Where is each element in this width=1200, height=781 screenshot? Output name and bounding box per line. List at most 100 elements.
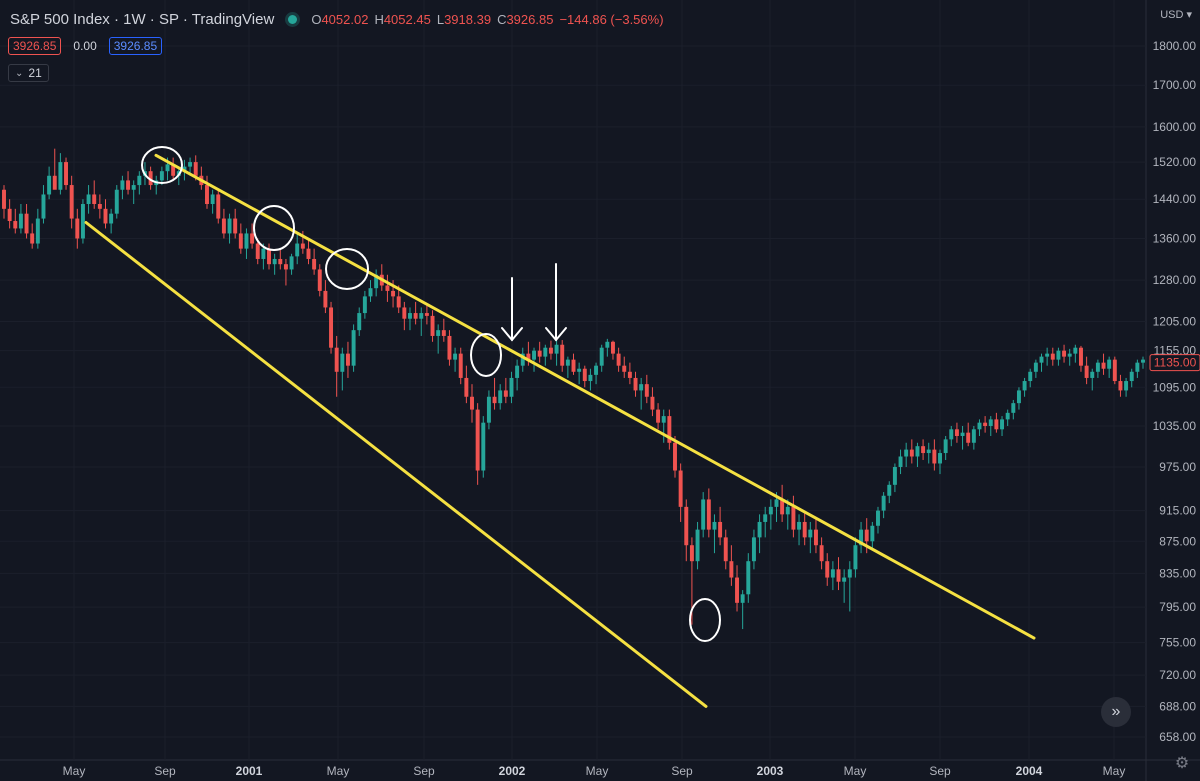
y-tick-label: 795.00 <box>1159 600 1196 614</box>
candle-body <box>357 313 362 331</box>
candle-body <box>159 171 164 181</box>
x-tick-label: 2003 <box>757 764 784 778</box>
candle-body <box>1073 347 1078 354</box>
candle-body <box>492 396 497 404</box>
candle-body <box>751 537 756 562</box>
currency-label: USD <box>1160 8 1184 21</box>
scroll-to-realtime-button[interactable]: » <box>1101 697 1131 727</box>
candle-body <box>588 374 593 382</box>
candle-body <box>842 577 847 582</box>
currency-selector[interactable]: USD ▾ <box>1160 8 1192 22</box>
ohlc-readout: O4052.02 H4052.45 L3918.39 C3926.85 −144… <box>311 12 663 27</box>
y-tick-label: 1700.00 <box>1153 78 1197 92</box>
candle-body <box>424 313 429 316</box>
price-axis-panel <box>1146 0 1200 781</box>
candle-body <box>137 175 142 186</box>
hand-drawn-arrow-head <box>545 327 567 342</box>
candle-body <box>391 290 396 297</box>
candle-body <box>374 274 379 289</box>
candle-body <box>610 341 615 354</box>
candle-body <box>255 243 260 259</box>
candle-body <box>701 499 706 530</box>
candle-body <box>543 347 548 357</box>
candle-body <box>673 442 677 471</box>
candle-body <box>481 422 486 471</box>
plot-background <box>0 0 1146 760</box>
candle-body <box>859 529 864 546</box>
candle-body <box>447 335 452 360</box>
candle-body <box>571 359 576 372</box>
candle-body <box>114 189 119 214</box>
candle-body <box>797 521 802 530</box>
candle-body <box>475 409 480 471</box>
candle-body <box>430 315 435 336</box>
buy-price-button[interactable]: 3926.85 <box>108 37 163 55</box>
candle-body <box>396 296 401 308</box>
settings-gear-icon[interactable]: ⚙ <box>1174 755 1190 772</box>
candle-body <box>458 353 463 378</box>
candle-body <box>1107 359 1112 369</box>
candle-body <box>30 233 35 244</box>
bid-ask-row: 3926.85 0.00 3926.85 <box>8 37 163 55</box>
symbol-title[interactable]: S&P 500 Index · 1W · SP · TradingView <box>10 10 275 28</box>
candle-body <box>548 347 553 354</box>
candle-body <box>227 218 232 234</box>
candle-body <box>678 470 683 507</box>
candle-body <box>763 514 768 522</box>
candle-body <box>464 377 469 397</box>
candle-body <box>1124 381 1129 391</box>
candle-body <box>633 377 638 391</box>
x-tick-label: May <box>327 764 350 778</box>
candle-body <box>757 521 762 538</box>
candle-body <box>171 164 176 176</box>
y-tick-label: 835.00 <box>1159 566 1196 580</box>
indicator-count: 21 <box>28 66 42 80</box>
candle-body <box>86 194 91 205</box>
candle-body <box>836 569 841 582</box>
x-tick-label: 2004 <box>1016 764 1043 778</box>
candle-body <box>774 499 779 507</box>
ohlc-open-value: 4052.02 <box>321 11 369 27</box>
candle-body <box>120 180 125 190</box>
candle-body <box>915 446 920 457</box>
candle-body <box>1022 381 1027 391</box>
candle-body <box>988 419 993 426</box>
candle-body <box>616 353 621 366</box>
candle-body <box>565 359 570 366</box>
y-tick-label: 1205.00 <box>1153 315 1197 329</box>
candle-body <box>69 185 74 219</box>
candle-body <box>971 429 976 443</box>
candle-body <box>932 449 937 464</box>
candle-body <box>35 218 40 244</box>
y-tick-label: 915.00 <box>1159 504 1196 518</box>
y-tick-label: 720.00 <box>1159 668 1196 682</box>
candle-body <box>1095 362 1100 372</box>
candle-body <box>718 521 723 538</box>
candle-body <box>627 371 632 378</box>
sell-price-button[interactable]: 3926.85 <box>8 37 62 55</box>
candle-body <box>24 213 29 234</box>
y-tick-label: 688.00 <box>1159 699 1196 713</box>
candle-body <box>599 347 604 366</box>
candle-body <box>909 449 914 457</box>
candle-body <box>622 365 627 372</box>
candle-body <box>554 344 559 354</box>
candle-body <box>238 233 243 249</box>
x-tick-label: Sep <box>929 764 951 778</box>
candle-body <box>650 396 655 410</box>
candle-body <box>667 416 672 443</box>
indicator-toggle[interactable]: ⌄ 21 <box>8 64 49 82</box>
candle-body <box>515 365 520 378</box>
candle-body <box>131 185 136 190</box>
candle-body <box>272 258 277 265</box>
candle-body <box>75 218 80 239</box>
candle-body <box>921 446 926 454</box>
y-tick-label: 1035.00 <box>1153 419 1197 433</box>
candle-body <box>994 419 999 430</box>
candle-body <box>926 449 931 454</box>
ohlc-close-value: 3926.85 <box>506 11 554 27</box>
candle-body <box>103 208 108 224</box>
candle-body <box>509 377 514 397</box>
candle-body <box>278 258 283 265</box>
